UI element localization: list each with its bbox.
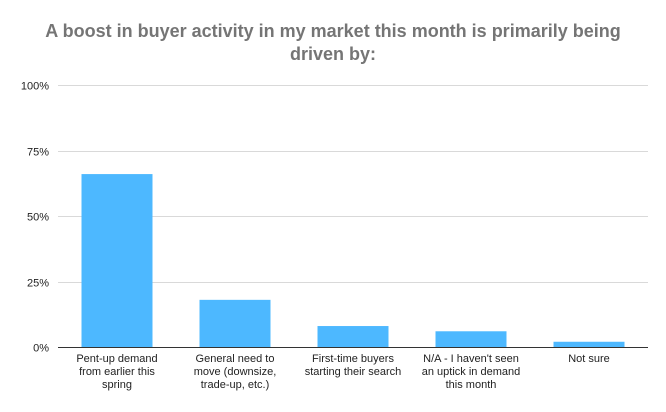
bar: [435, 331, 507, 347]
x-category-label: trade-up, etc.): [201, 379, 269, 391]
gridlines: [58, 85, 648, 283]
y-tick-label: 50%: [27, 212, 49, 224]
bar: [199, 299, 271, 347]
x-category-label: N/A - I haven't seen: [423, 353, 519, 365]
y-axis-ticks: 0% 25% 50% 75% 100%: [21, 81, 49, 355]
x-category-label: move (downsize,: [194, 366, 277, 378]
bar: [317, 326, 389, 347]
x-category-label: an uptick in demand: [422, 366, 520, 378]
x-category-label: General need to: [196, 353, 275, 365]
x-category-label: Not sure: [568, 353, 610, 365]
y-tick-label: 0%: [33, 343, 49, 355]
y-tick-label: 25%: [27, 278, 49, 290]
bar: [81, 174, 153, 347]
x-category-label: from earlier this: [79, 366, 155, 378]
x-category-label: Pent-up demand: [76, 353, 157, 365]
bars: [81, 174, 625, 347]
chart-title-line: driven by:: [290, 44, 376, 64]
y-tick-label: 75%: [27, 147, 49, 159]
chart-title-line: A boost in buyer activity in my market t…: [45, 21, 620, 41]
bar: [553, 341, 625, 347]
x-category-label: First-time buyers: [312, 353, 394, 365]
y-tick-label: 100%: [21, 81, 49, 93]
chart-title: A boost in buyer activity in my market t…: [45, 21, 620, 64]
x-category-label: spring: [102, 379, 132, 391]
x-category-label: starting their search: [305, 366, 402, 378]
x-category-label: this month: [446, 379, 497, 391]
